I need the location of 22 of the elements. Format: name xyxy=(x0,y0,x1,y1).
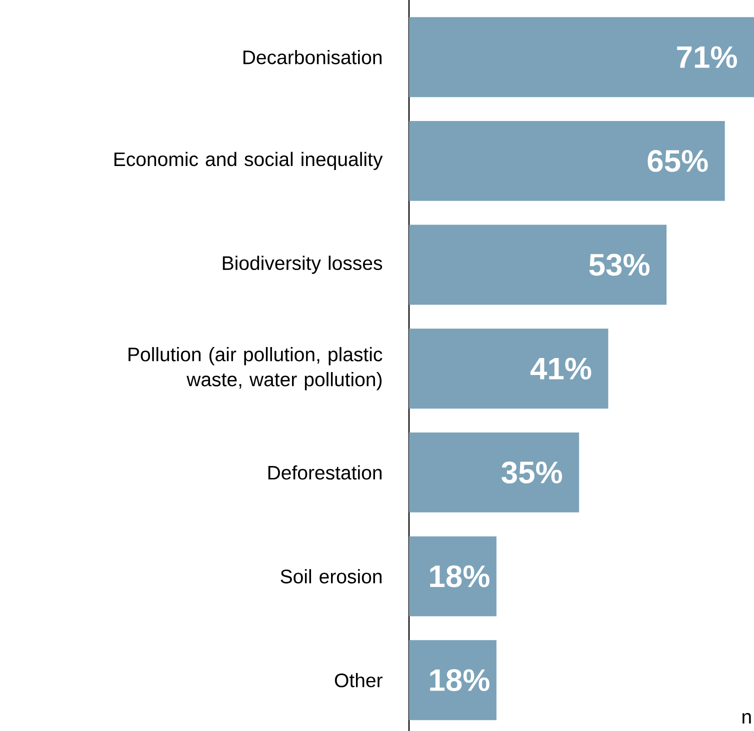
y-tick-label: Pollution (air pollution, plastic waste, water pollution) xyxy=(128,347,382,390)
bar xyxy=(409,432,580,512)
bar xyxy=(409,640,496,720)
data-label: 65% xyxy=(648,150,708,172)
data-label: 53% xyxy=(589,254,650,276)
bar xyxy=(409,17,754,98)
bar xyxy=(409,328,608,409)
bar xyxy=(409,536,496,616)
data-label: 18% xyxy=(430,669,490,692)
annotation: n xyxy=(742,713,751,724)
y-tick-label: Deforestation xyxy=(268,465,382,480)
data-label: 41% xyxy=(530,358,592,380)
y-tick-label: Decarbonisation xyxy=(243,50,382,64)
bar xyxy=(409,224,667,305)
bar xyxy=(409,120,725,201)
y-tick-label: Other xyxy=(334,672,382,688)
data-label: 35% xyxy=(502,461,562,484)
data-label: 71% xyxy=(677,46,737,68)
y-tick-label: Economic and social inequality xyxy=(114,152,383,170)
data-label: 18% xyxy=(430,565,490,588)
y-tick-label: Biodiversity losses xyxy=(222,256,382,274)
y-tick-label: Soil erosion xyxy=(280,569,382,584)
